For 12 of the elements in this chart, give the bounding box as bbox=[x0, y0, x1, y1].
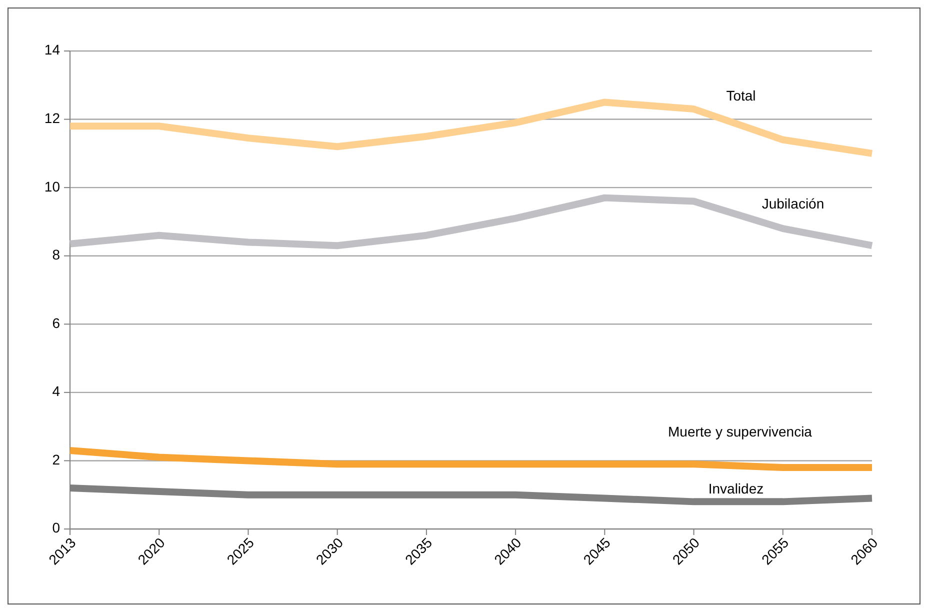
series-label: Total bbox=[726, 88, 756, 104]
y-tick-label: 10 bbox=[44, 178, 60, 194]
y-tick-label: 12 bbox=[44, 110, 60, 126]
y-tick-label: 8 bbox=[52, 246, 60, 263]
series-label: Jubilación bbox=[762, 196, 824, 212]
y-tick-label: 14 bbox=[44, 42, 60, 58]
y-tick-label: 6 bbox=[52, 314, 60, 331]
y-tick-label: 4 bbox=[52, 383, 60, 400]
y-tick-label: 2 bbox=[52, 451, 60, 468]
series-label: Invalidez bbox=[708, 480, 764, 497]
y-tick-label: 0 bbox=[52, 520, 60, 536]
series-label: Muerte y supervivencia bbox=[668, 424, 812, 440]
